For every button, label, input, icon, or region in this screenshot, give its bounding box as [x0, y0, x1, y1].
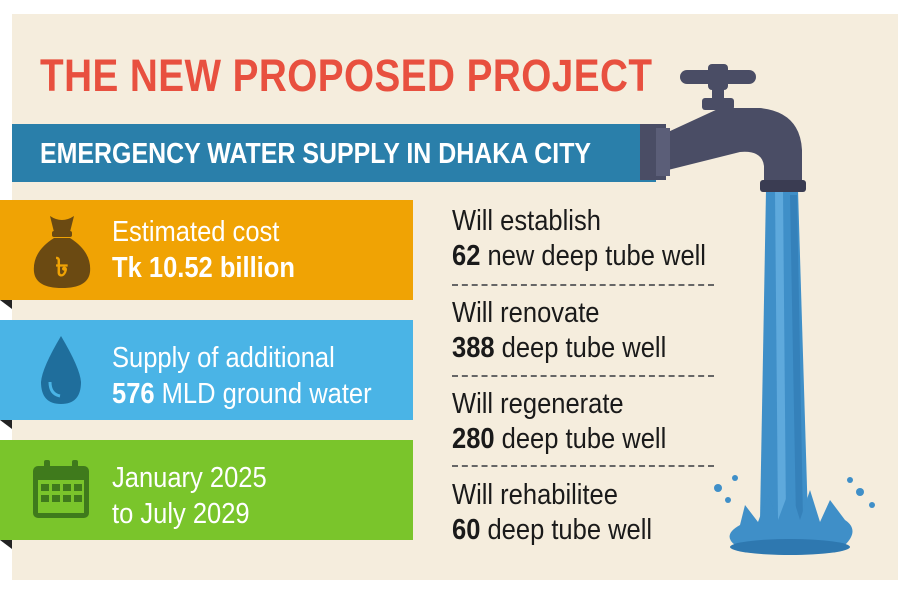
page-title: THE NEW PROPOSED PROJECT — [40, 50, 653, 101]
stat-item: Will establish 62 new deep tube well — [452, 204, 706, 274]
stat-item: Will regenerate 280 deep tube well — [452, 387, 688, 457]
stat-number: 388 — [452, 332, 495, 364]
stat-label: Will regenerate — [452, 388, 624, 420]
supply-value: 576 — [112, 378, 155, 410]
cost-card-text: Estimated cost Tk 10.52 billion — [112, 214, 295, 286]
cost-value: Tk 10.52 billion — [112, 252, 295, 284]
card-fold — [0, 300, 12, 309]
stat-item: Will rehabilitee 60 deep tube well — [452, 478, 688, 548]
calendar-icon — [33, 460, 89, 518]
svg-text:৳: ৳ — [56, 253, 69, 283]
divider — [452, 465, 714, 467]
stat-label: Will renovate — [452, 297, 600, 329]
stat-label: Will rehabilitee — [452, 479, 618, 511]
stat-number: 62 — [452, 240, 481, 272]
timeline-card-text: January 2025 to July 2029 — [112, 460, 267, 532]
stat-text: deep tube well — [480, 514, 653, 546]
supply-card-text: Supply of additional 576 MLD ground wate… — [112, 340, 372, 412]
divider — [452, 284, 714, 286]
water-drop-icon — [41, 336, 81, 404]
water-tap-icon — [640, 64, 875, 555]
divider — [452, 375, 714, 377]
timeline-start: January 2025 — [112, 462, 267, 494]
stat-text: deep tube well — [494, 423, 667, 455]
stat-label: Will establish — [452, 205, 601, 237]
subtitle-banner — [12, 124, 656, 182]
card-fold — [0, 420, 12, 429]
card-fold — [0, 540, 12, 549]
supply-unit: MLD ground water — [154, 378, 372, 410]
cost-label: Estimated cost — [112, 216, 280, 248]
stat-item: Will renovate 388 deep tube well — [452, 296, 688, 366]
stat-text: new deep tube well — [480, 240, 706, 272]
money-bag-icon: ৳ — [33, 216, 91, 288]
timeline-end: to July 2029 — [112, 498, 250, 530]
stat-number: 60 — [452, 514, 481, 546]
stat-text: deep tube well — [494, 332, 667, 364]
stat-number: 280 — [452, 423, 495, 455]
subtitle-text: EMERGENCY WATER SUPPLY IN DHAKA CITY — [40, 138, 592, 170]
supply-label: Supply of additional — [112, 342, 335, 374]
